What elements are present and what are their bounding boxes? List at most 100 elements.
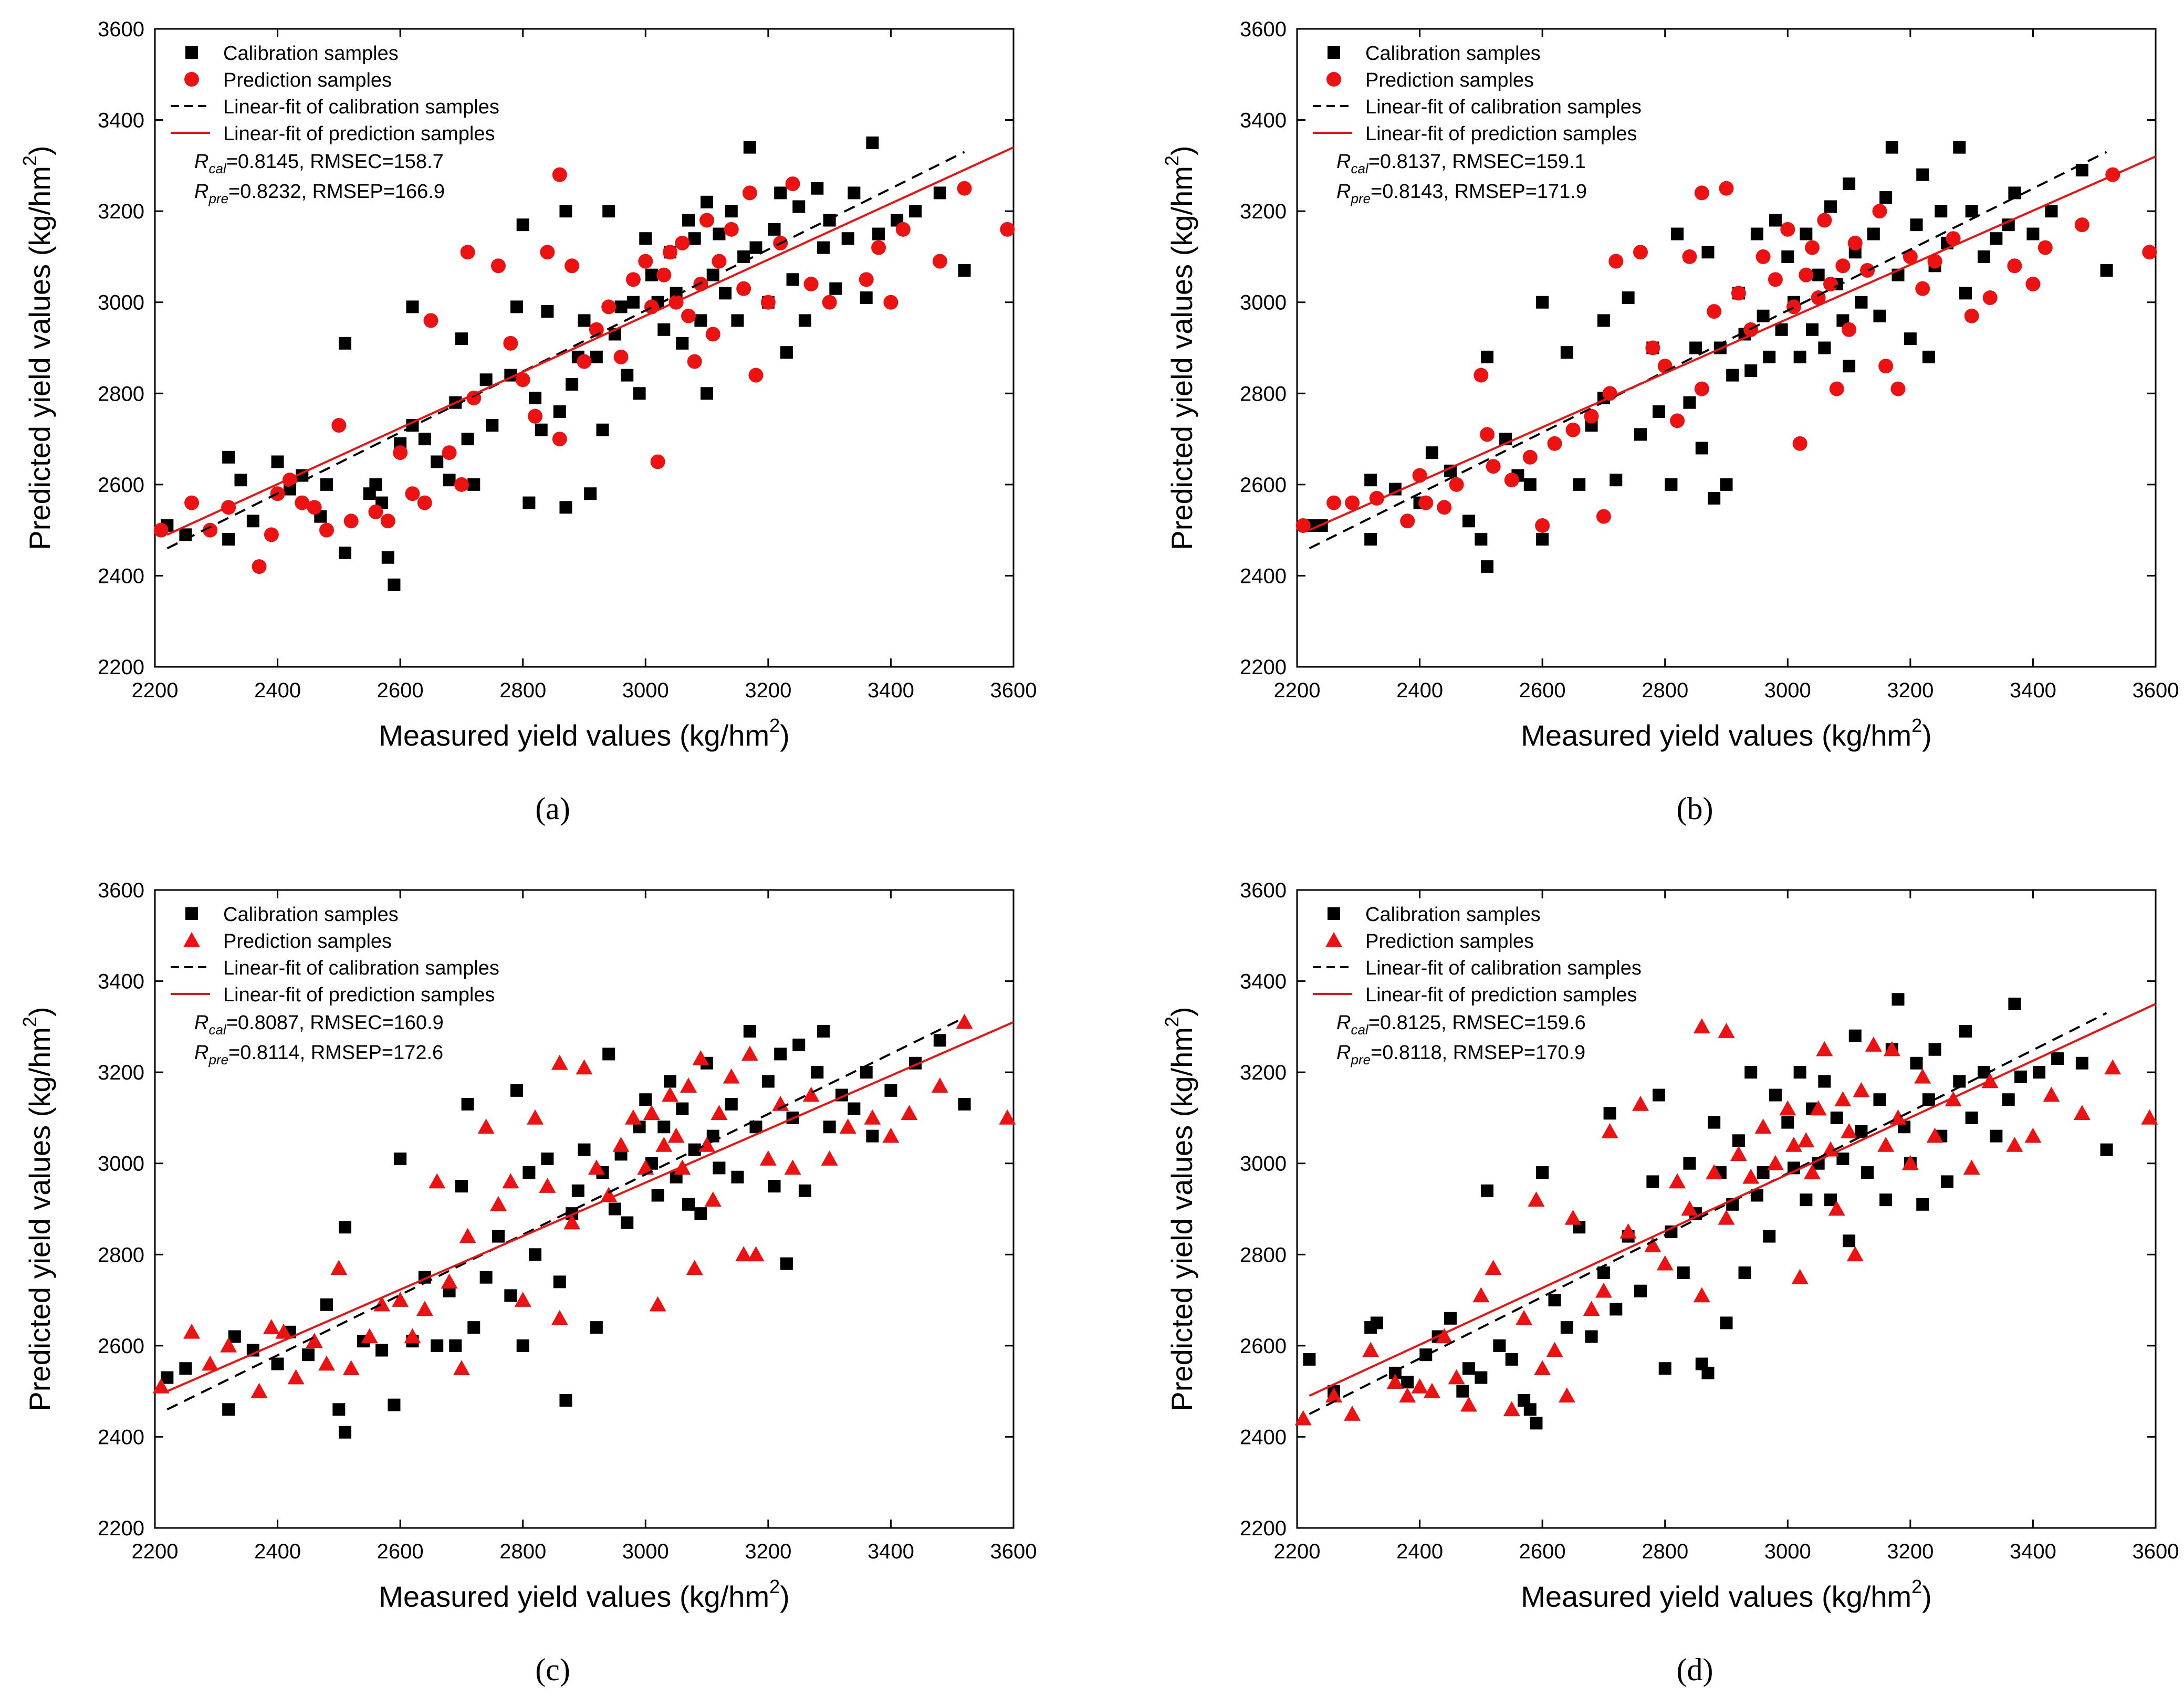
x-axis-title-sup: 2 <box>769 1576 780 1597</box>
prediction-point <box>1485 1260 1502 1275</box>
prediction-point <box>1755 249 1771 264</box>
x-axis-title-end: ) <box>1922 719 1932 752</box>
calibration-point <box>1836 1153 1849 1166</box>
prediction-point <box>1860 263 1875 278</box>
calibration-point <box>2045 205 2058 218</box>
calibration-point <box>1763 1230 1776 1243</box>
prediction-point <box>1780 222 1795 237</box>
prediction-fit-line <box>1309 155 2156 531</box>
x-tick-label: 3400 <box>2010 679 2056 702</box>
calibration-point <box>455 332 468 345</box>
prediction-point <box>1694 185 1709 201</box>
calibration-point <box>1303 1353 1316 1366</box>
calibration-point <box>1744 1066 1758 1079</box>
stats-prediction: Rpre=0.8118, RMSEP=170.9 <box>1336 1042 1585 1067</box>
prediction-point <box>895 222 911 237</box>
y-tick-label: 2800 <box>98 382 144 405</box>
prediction-point <box>295 495 310 510</box>
calibration-point <box>222 533 235 546</box>
prediction-point <box>1399 1387 1416 1403</box>
prediction-point <box>405 486 420 501</box>
prediction-point <box>735 1246 753 1262</box>
prediction-point <box>802 1086 820 1102</box>
prediction-point <box>252 559 267 574</box>
calibration-point <box>504 1289 517 1302</box>
calibration-point <box>1585 1330 1598 1343</box>
prediction-series <box>1294 1018 2158 1426</box>
calibration-point <box>1523 478 1537 491</box>
legend-prediction-fit-label: Linear-fit of prediction samples <box>1365 984 1637 1006</box>
calibration-point <box>1425 446 1438 459</box>
legend-calibration-label: Calibration samples <box>1365 43 1541 65</box>
calibration-point <box>1505 1353 1518 1366</box>
y-axis-title: Predicted yield values (kg/hm2) <box>19 145 56 550</box>
legend-prediction-label: Prediction samples <box>1365 930 1534 952</box>
prediction-point <box>2025 277 2041 291</box>
calibration-point <box>590 1321 603 1334</box>
prediction-point <box>687 354 702 369</box>
prediction-point <box>491 258 506 274</box>
calibration-point <box>1671 227 1684 240</box>
calibration-point <box>1769 214 1782 227</box>
prediction-point <box>202 1355 219 1371</box>
plot-frame <box>1296 28 2157 668</box>
prediction-point <box>1768 272 1783 287</box>
panel-caption: (d) <box>1677 1652 1713 1687</box>
x-tick-label: 3000 <box>1764 1540 1811 1563</box>
calibration-point <box>179 1362 192 1375</box>
prediction-point <box>1472 1287 1490 1303</box>
calibration-point <box>1364 533 1377 546</box>
prediction-point <box>821 1150 838 1166</box>
y-axis-title: Predicted yield values (kg/hm2) <box>19 1007 56 1411</box>
calibration-point <box>1456 1385 1469 1398</box>
prediction-point <box>1619 1223 1637 1239</box>
x-tick-label: 2400 <box>1396 679 1443 702</box>
calibration-point <box>768 1180 781 1193</box>
panel-caption: (b) <box>1677 791 1713 826</box>
prediction-point <box>1601 1123 1618 1138</box>
calibration-point <box>688 232 701 245</box>
prediction-point <box>1901 1155 1919 1170</box>
x-tick-label: 2400 <box>254 1540 301 1563</box>
prediction-point <box>1504 473 1519 488</box>
prediction-point <box>502 1173 519 1189</box>
calibration-point <box>719 287 732 300</box>
calibration-point <box>492 1230 505 1243</box>
calibration-point <box>933 1034 946 1047</box>
calibration-point <box>1597 314 1610 327</box>
y-tick-label: 2200 <box>1240 1517 1287 1540</box>
calibration-point <box>792 200 806 213</box>
x-tick-label: 3200 <box>745 1540 791 1563</box>
stats-rcal-subscript: cal <box>208 1022 226 1038</box>
prediction-point <box>1846 1246 1864 1262</box>
prediction-point <box>453 1360 470 1376</box>
prediction-point <box>1449 477 1464 492</box>
prediction-point <box>822 295 837 310</box>
prediction-point <box>741 1045 758 1061</box>
prediction-point <box>662 1086 678 1102</box>
calibration-point <box>339 1221 352 1234</box>
x-tick-label: 2200 <box>1274 1540 1321 1563</box>
legend-calibration-marker <box>1328 907 1340 920</box>
calibration-point <box>1818 1075 1831 1088</box>
prediction-point <box>1707 304 1722 319</box>
plot-frame <box>154 889 1015 1529</box>
legend-prediction-marker <box>184 72 199 87</box>
calibration-point <box>682 214 695 227</box>
prediction-point <box>1786 299 1801 315</box>
legend-prediction-marker <box>1326 72 1341 87</box>
calibration-point <box>1653 405 1666 418</box>
prediction-point <box>306 1333 323 1348</box>
x-axis-title-main: Measured yield values (kg/hm <box>379 1580 769 1613</box>
prediction-point <box>698 1137 716 1152</box>
calibration-point <box>1892 993 1905 1006</box>
prediction-point <box>901 1105 918 1120</box>
prediction-point <box>724 222 739 237</box>
calibration-point <box>866 1129 879 1143</box>
prediction-point <box>1400 514 1415 529</box>
y-tick-label: 3200 <box>98 1061 144 1084</box>
calibration-point <box>1959 1025 1972 1038</box>
calibration-point <box>682 1198 695 1211</box>
legend-prediction-label: Prediction samples <box>1365 69 1534 91</box>
prediction-series <box>1295 167 2157 533</box>
